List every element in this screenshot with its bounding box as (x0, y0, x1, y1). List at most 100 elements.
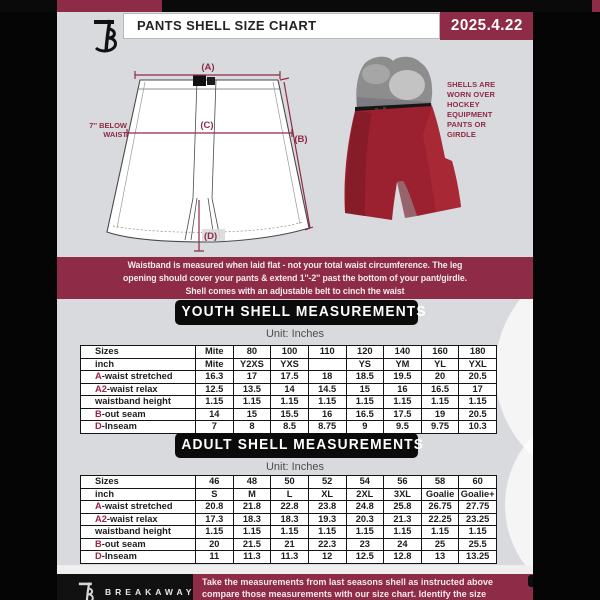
table-cell: 12 (307, 550, 347, 564)
table-row: A-waist stretched 16.3 17 17.5 18 18.5 19.5 20 2… (80, 370, 497, 384)
adult-unit-label: Unit: Inches (265, 461, 325, 473)
table-cell: 16.5 (420, 382, 460, 396)
table-cell: 16.5 (345, 407, 385, 421)
table-cell: 14 (195, 407, 234, 421)
row-label-prefix: A (95, 501, 102, 511)
table-cell: 18.3 (270, 512, 309, 526)
table-row: D-Inseam 11 11.3 11.3 12 12.5 12.8 13 13.25 (80, 550, 497, 564)
table-cell: 48 (232, 475, 272, 489)
table-cell: 52 (307, 475, 347, 489)
row-label-prefix: D (95, 421, 102, 431)
adult-section-header: ADULT SHELL MEASUREMENTS (175, 433, 423, 458)
table-row: Sizes Mite 80 100 110 120 140 160 180 (80, 345, 497, 359)
table-cell: 22.8 (270, 500, 309, 514)
measure-label-c: (C) (200, 120, 213, 131)
table-cell: 16 (307, 407, 347, 421)
measure-label-d: (D) (204, 231, 217, 242)
adult-measurements-table: Sizes 46 48 50 52 54 56 58 60 inch S M L XL 2XL 3XL Goal… (80, 475, 497, 564)
table-cell: 19.3 (307, 512, 347, 526)
table-cell: 100 (270, 345, 309, 359)
sheet: PANTS SHELL SIZE CHART 2025.4.22 7'' BEL… (57, 12, 533, 600)
table-cell: L (270, 487, 309, 501)
page-title: PANTS SHELL SIZE CHART (137, 18, 317, 33)
row-label: inch (80, 487, 196, 501)
table-cell: 21.8 (232, 500, 272, 514)
waist-note: 7'' BELOW WAIST (89, 121, 127, 139)
table-cell: 16.3 (195, 370, 234, 384)
table-cell: 110 (307, 345, 347, 359)
table-cell: Goalie+ (458, 487, 497, 501)
table-cell: 23.25 (458, 512, 497, 526)
row-label: Sizes (80, 475, 196, 489)
table-cell: 80 (232, 345, 272, 359)
table-cell: YXS (270, 357, 309, 371)
shell-measurement-diagram: (A) (C) (B) (D) (106, 62, 314, 252)
table-cell: 21.3 (383, 512, 422, 526)
table-cell: 25 (420, 537, 460, 551)
table-cell: 1.15 (307, 525, 347, 539)
table-cell: 20 (420, 370, 460, 384)
table-cell: 10.3 (458, 420, 497, 434)
row-label: A-waist stretched (80, 500, 196, 514)
row-label-prefix: A2 (95, 513, 107, 524)
table-row: B-out seam 20 21.5 21 22.3 23 24 25 25.5 (80, 537, 497, 551)
table-cell: 17.5 (383, 407, 422, 421)
table-cell: 9 (345, 420, 385, 434)
red-shell-graphic (344, 103, 461, 220)
table-cell: 13.5 (232, 382, 272, 396)
table-row: waistband height 1.15 1.15 1.15 1.15 1.15 1.15… (80, 525, 497, 539)
table-cell: YM (383, 357, 422, 371)
row-label: B-out seam (80, 407, 196, 421)
table-cell: 1.15 (232, 395, 272, 409)
table-cell: 17.5 (270, 370, 309, 384)
table-cell: 20.3 (345, 512, 385, 526)
table-cell: 2XL (345, 487, 385, 501)
table-cell: 17 (232, 370, 272, 384)
table-cell: 9.75 (420, 420, 460, 434)
table-cell: 1.15 (345, 525, 385, 539)
table-row: inch S M L XL 2XL 3XL Goalie Goalie+ (80, 487, 497, 501)
table-cell: 1.15 (458, 395, 497, 409)
table-cell: 1.15 (270, 395, 309, 409)
table-cell: 24 (383, 537, 422, 551)
table-cell: 1.15 (420, 395, 460, 409)
table-cell: 11.3 (232, 550, 272, 564)
table-cell: 50 (270, 475, 309, 489)
table-cell: 19.5 (383, 370, 422, 384)
table-cell: 21 (270, 537, 309, 551)
table-cell: 25.5 (458, 537, 497, 551)
top-border-bar (0, 0, 600, 12)
waistband-notice: Waistband is measured when laid flat - n… (57, 257, 533, 299)
table-cell: 20 (195, 537, 234, 551)
table-cell: 1.15 (195, 525, 234, 539)
table-cell: Y2XS (232, 357, 272, 371)
row-label: A2-waist relax (80, 512, 196, 526)
row-label-prefix: B (95, 408, 102, 419)
top-bar-maroon-accent-right (592, 0, 600, 12)
table-cell: 160 (420, 345, 460, 359)
breakaway-logo-icon (78, 582, 94, 600)
table-cell: 1.15 (270, 525, 309, 539)
row-label: A2-waist relax (80, 382, 196, 396)
page-title-box: PANTS SHELL SIZE CHART (123, 13, 440, 39)
table-cell: 22.3 (307, 537, 347, 551)
table-cell: 17 (458, 382, 497, 396)
table-cell: 8 (232, 420, 272, 434)
table-cell: 23 (345, 537, 385, 551)
table-cell: 12.5 (345, 550, 385, 564)
table-cell: 120 (345, 345, 385, 359)
table-cell: 58 (420, 475, 460, 489)
row-label: waistband height (80, 525, 196, 539)
table-cell: 19 (420, 407, 460, 421)
table-cell: 13.25 (458, 550, 497, 564)
table-cell: 180 (458, 345, 497, 359)
row-label-prefix: A (95, 371, 102, 381)
table-cell: 9.5 (383, 420, 422, 434)
table-cell: 21.5 (232, 537, 272, 551)
table-cell: YL (420, 357, 460, 371)
table-cell: S (195, 487, 234, 501)
table-cell: 17.3 (195, 512, 234, 526)
shell-photo (344, 56, 461, 220)
table-row: A2-waist relax 17.3 18.3 18.3 19.3 20.3 21.3 22… (80, 512, 497, 526)
